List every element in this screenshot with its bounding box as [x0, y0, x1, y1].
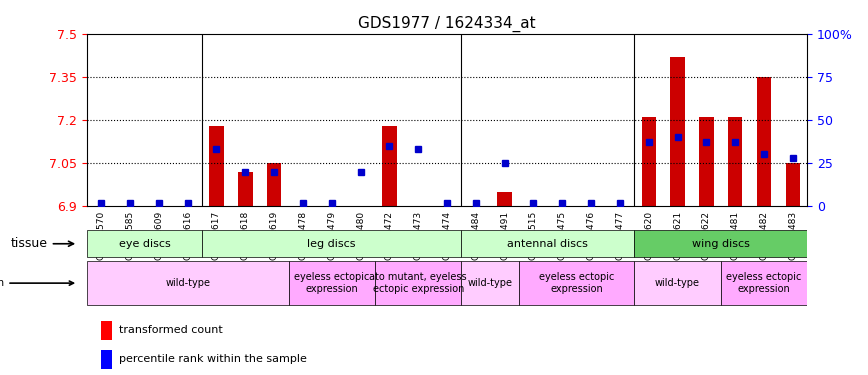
Bar [699, 117, 713, 206]
Text: tissue: tissue [10, 237, 74, 250]
Text: antennal discs: antennal discs [508, 239, 589, 249]
Bar [720, 261, 807, 305]
Bar [202, 230, 462, 257]
Text: eyeless ectopic
expression: eyeless ectopic expression [539, 272, 615, 294]
Bar [266, 163, 281, 206]
Text: genotype/variation: genotype/variation [0, 278, 74, 288]
Bar [519, 261, 635, 305]
Bar [87, 230, 202, 257]
Bar [786, 163, 800, 206]
Text: percentile rank within the sample: percentile rank within the sample [119, 354, 307, 364]
Text: leg discs: leg discs [307, 239, 356, 249]
Bar [635, 230, 807, 257]
Bar [728, 117, 742, 206]
Bar [238, 172, 253, 206]
Bar [209, 126, 224, 206]
Text: eye discs: eye discs [119, 239, 170, 249]
Bar [87, 261, 288, 305]
Text: wild-type: wild-type [165, 278, 210, 288]
Title: GDS1977 / 1624334_at: GDS1977 / 1624334_at [358, 16, 536, 32]
Text: eyeless ectopic
expression: eyeless ectopic expression [294, 272, 370, 294]
Bar [288, 261, 375, 305]
Bar [497, 192, 512, 206]
Bar [670, 57, 685, 206]
Bar [462, 261, 519, 305]
Text: wing discs: wing discs [692, 239, 750, 249]
Bar [102, 321, 112, 340]
Text: eyeless ectopic
expression: eyeless ectopic expression [727, 272, 802, 294]
Text: transformed count: transformed count [119, 326, 223, 335]
Text: wild-type: wild-type [468, 278, 513, 288]
Bar [635, 261, 720, 305]
Bar [102, 350, 112, 369]
Text: wild-type: wild-type [655, 278, 700, 288]
Bar [757, 77, 771, 206]
Bar [641, 117, 656, 206]
Bar [375, 261, 462, 305]
Bar [462, 230, 635, 257]
Bar [382, 126, 397, 206]
Text: ato mutant, eyeless
ectopic expression: ato mutant, eyeless ectopic expression [370, 272, 467, 294]
